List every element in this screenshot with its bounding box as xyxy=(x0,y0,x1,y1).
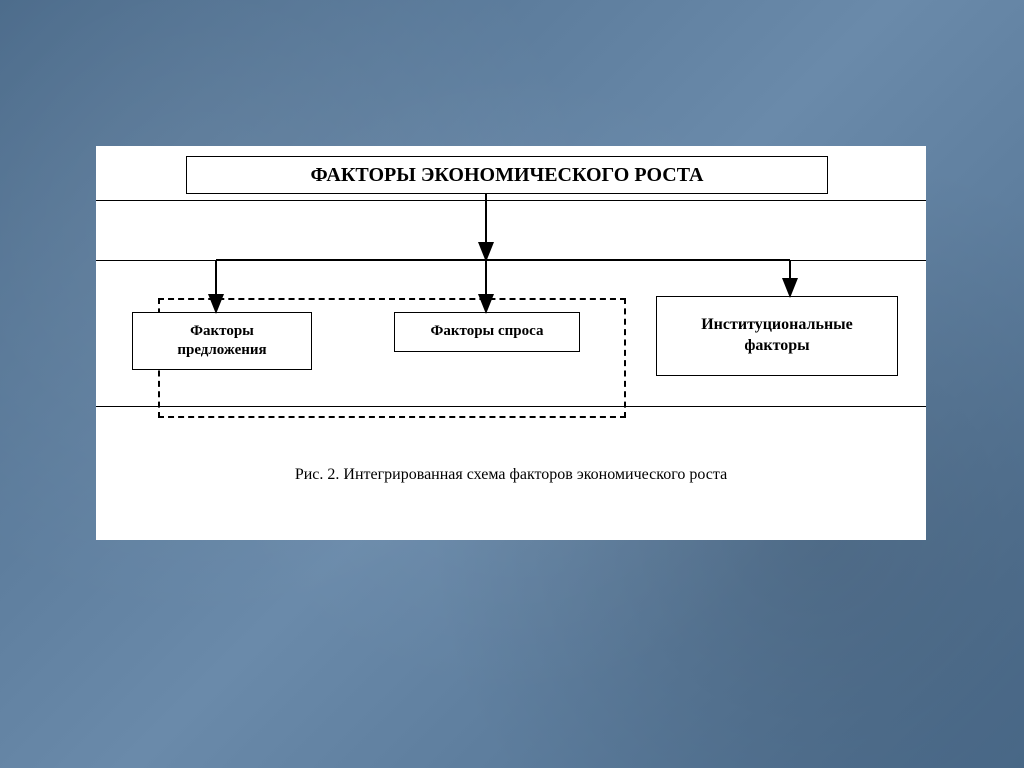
rule-2 xyxy=(96,260,926,261)
node-institutional-label: Институциональные факторы xyxy=(701,315,853,357)
figure-caption: Рис. 2. Интегрированная схема факторов э… xyxy=(96,466,926,484)
title-text: ФАКТОРЫ ЭКОНОМИЧЕСКОГО РОСТА xyxy=(311,164,704,187)
title-box: ФАКТОРЫ ЭКОНОМИЧЕСКОГО РОСТА xyxy=(186,156,828,194)
node-supply-label: Факторы предложения xyxy=(177,322,266,361)
rule-1 xyxy=(96,200,926,201)
caption-text: Рис. 2. Интегрированная схема факторов э… xyxy=(295,466,727,483)
node-demand-label: Факторы спроса xyxy=(431,322,544,342)
node-demand: Факторы спроса xyxy=(394,312,580,352)
node-institutional: Институциональные факторы xyxy=(656,296,898,376)
node-supply: Факторы предложения xyxy=(132,312,312,370)
